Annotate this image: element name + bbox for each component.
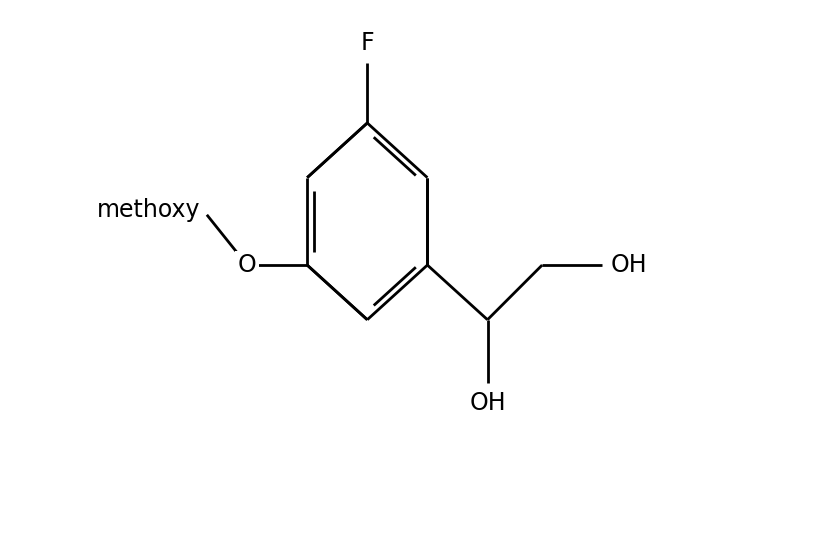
Text: F: F <box>361 31 374 55</box>
Text: OH: OH <box>611 253 647 277</box>
Text: methoxy: methoxy <box>97 198 201 222</box>
Text: O: O <box>238 253 256 277</box>
Text: OH: OH <box>469 391 506 415</box>
